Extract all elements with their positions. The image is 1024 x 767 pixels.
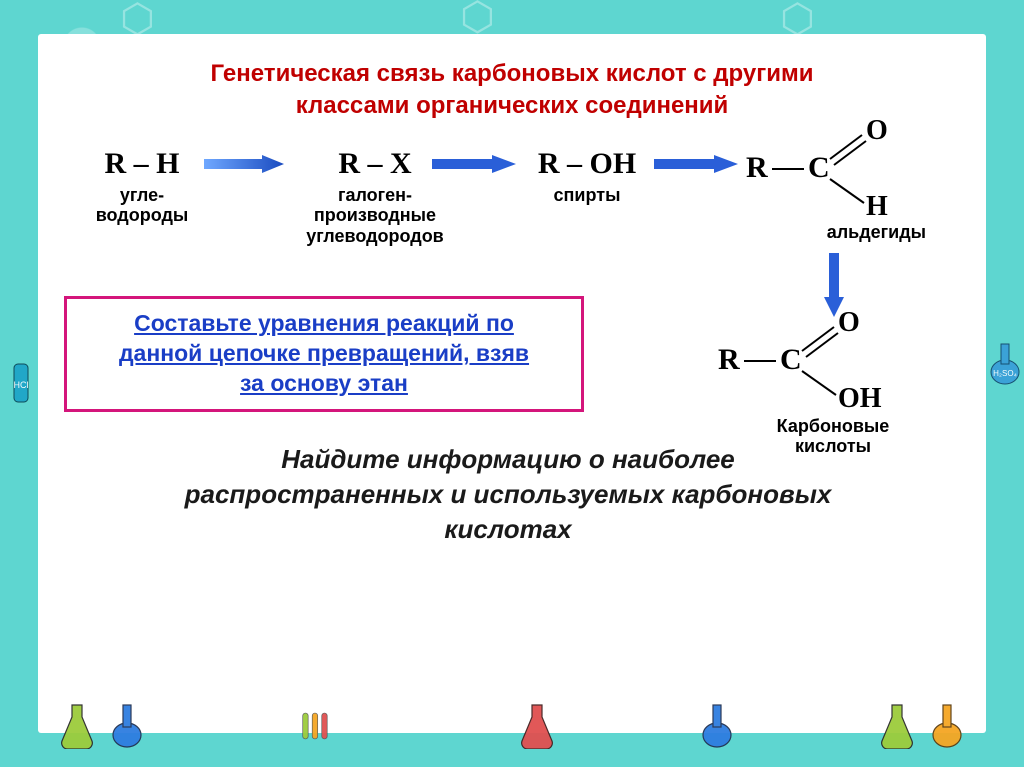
flask-icon	[60, 703, 94, 749]
aldehyde-structure: R C O H	[746, 119, 926, 219]
label-halogen-derivatives: галоген- производные углеводородов	[290, 185, 460, 247]
node-hydrocarbons: R – H угле- водороды	[82, 147, 202, 226]
flask-icon	[930, 703, 964, 749]
label-hydrocarbons: угле- водороды	[82, 185, 202, 226]
task-box: Составьте уравнения реакций по данной це…	[64, 296, 584, 412]
svg-text:R: R	[746, 151, 768, 184]
flask-icon	[700, 703, 734, 749]
svg-text:C: C	[808, 151, 830, 184]
svg-text:O: O	[866, 119, 888, 146]
bottom-decorations	[0, 703, 1024, 763]
svg-text:C: C	[780, 343, 802, 376]
carboxylic-structure: R C O OH	[718, 311, 928, 411]
svg-text:H: H	[866, 191, 888, 219]
test-tubes-icon	[300, 703, 334, 749]
flask-icon	[110, 703, 144, 749]
flask-icon	[520, 703, 554, 749]
task-text: Составьте уравнения реакций по данной це…	[81, 309, 567, 399]
svg-text:R: R	[718, 343, 740, 376]
top-decorations: ⬡ ⬡ ⬡	[0, 2, 1024, 34]
arrow-icon	[432, 155, 516, 173]
flask-icon	[880, 703, 914, 749]
arrow-down-icon	[824, 253, 844, 317]
slide-title: Генетическая связь карбоновых кислот с д…	[70, 58, 954, 123]
node-alcohols: R – OH спирты	[522, 147, 652, 206]
slide-card: Генетическая связь карбоновых кислот с д…	[38, 34, 986, 733]
formula-roh: R – OH	[522, 147, 652, 181]
arrow-icon	[654, 155, 738, 173]
label-alcohols: спирты	[522, 185, 652, 206]
title-line-1: Генетическая связь карбоновых кислот с д…	[211, 60, 814, 87]
title-line-2: классами органических соединений	[296, 92, 729, 119]
info-text: Найдите информацию о наиболее распростра…	[98, 442, 918, 547]
node-carboxylic-acids: R C O OH Карбоновые кислоты	[718, 311, 948, 457]
label-aldehydes: альдегиды	[746, 222, 946, 243]
flask-icon: H₂SO₄	[988, 340, 1022, 386]
node-aldehydes: R C O H альдегиды	[746, 119, 946, 243]
svg-text:HCl: HCl	[14, 380, 29, 390]
flask-icon: HCl	[4, 360, 38, 406]
formula-rh: R – H	[82, 147, 202, 181]
arrow-icon	[204, 155, 284, 173]
svg-text:H₂SO₄: H₂SO₄	[993, 369, 1017, 378]
svg-text:OH: OH	[838, 383, 882, 411]
svg-text:O: O	[838, 311, 860, 338]
